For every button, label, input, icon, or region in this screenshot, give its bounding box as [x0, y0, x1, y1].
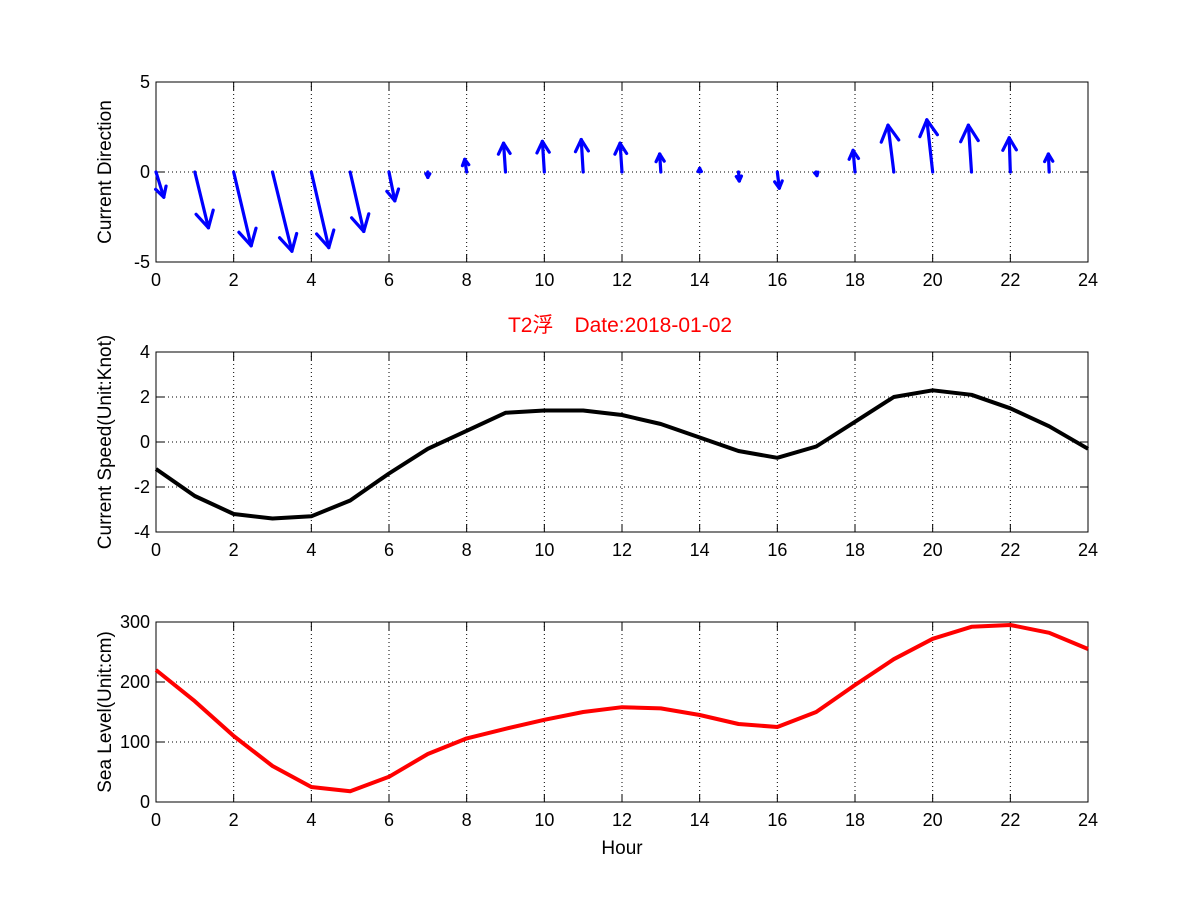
x-tick-label: 8: [462, 270, 472, 290]
x-tick-label: 0: [151, 810, 161, 830]
x-tick-label: 10: [534, 270, 554, 290]
quiver-arrow: [309, 170, 336, 250]
quiver-arrow: [613, 141, 629, 174]
x-tick-label: 6: [384, 270, 394, 290]
x-tick-label: 12: [612, 810, 632, 830]
quiver-arrow: [813, 170, 820, 178]
y-tick-label: 200: [120, 672, 150, 692]
x-tick-label: 18: [845, 540, 865, 560]
x-tick-label: 20: [923, 540, 943, 560]
x-tick-label: 6: [384, 540, 394, 560]
y-tick-label: 0: [140, 432, 150, 452]
y-tick-label: 4: [140, 342, 150, 362]
x-tick-label: 4: [306, 810, 316, 830]
quiver-arrow: [1001, 136, 1018, 174]
x-tick-label: 22: [1000, 270, 1020, 290]
x-tick-label: 20: [923, 270, 943, 290]
x-tick-label: 18: [845, 270, 865, 290]
quiver-arrow: [496, 141, 512, 174]
quiver-arrow: [654, 152, 666, 174]
quiver-arrow: [348, 170, 371, 233]
sea-level-y-axis-label: Sea Level(Unit:cm): [95, 631, 116, 793]
x-tick-label: 24: [1078, 810, 1098, 830]
y-tick-label: -5: [134, 252, 150, 272]
x-tick-label: 18: [845, 810, 865, 830]
quiver-arrow: [232, 170, 258, 248]
quiver-arrow: [535, 139, 551, 174]
x-tick-label: 2: [229, 540, 239, 560]
quiver-arrow: [734, 170, 744, 183]
y-tick-label: 300: [120, 612, 150, 632]
quiver-arrow: [270, 170, 299, 253]
x-tick-label: 2: [229, 810, 239, 830]
x-tick-label: 10: [534, 810, 554, 830]
x-tick-label: 24: [1078, 540, 1098, 560]
y-tick-label: -4: [134, 522, 150, 542]
quiver-arrow: [193, 170, 215, 230]
quiver-arrow: [918, 118, 939, 174]
quiver-arrows: [154, 118, 1055, 253]
y-tick-label: 0: [140, 792, 150, 812]
x-tick-label: 0: [151, 270, 161, 290]
y-tick-label: 2: [140, 387, 150, 407]
x-tick-label: 2: [229, 270, 239, 290]
quiver-arrow: [385, 170, 401, 203]
speed-grid: [156, 352, 1088, 532]
x-tick-label: 12: [612, 540, 632, 560]
speed-series-line: [154, 388, 1090, 521]
y-tick-label: 0: [140, 162, 150, 182]
sea-level-grid: [156, 622, 1088, 802]
x-tick-label: 4: [306, 540, 316, 560]
direction-ticks: 0 2 4 6 8 10 12 14 16 18 20 22 24-505: [134, 72, 1098, 290]
quiver-arrow: [847, 148, 861, 174]
quiver-arrow: [573, 138, 590, 174]
x-tick-label: 10: [534, 540, 554, 560]
x-tick-label: 16: [767, 270, 787, 290]
x-tick-label: 4: [306, 270, 316, 290]
quiver-arrow: [154, 170, 168, 199]
x-tick-label: 16: [767, 540, 787, 560]
quiver-arrow: [696, 166, 703, 174]
direction-y-axis-label: Current Direction: [95, 100, 116, 244]
y-tick-label: 100: [120, 732, 150, 752]
x-tick-label: 14: [690, 810, 710, 830]
chart-title: T2浮 Date:2018-01-02: [508, 314, 732, 337]
x-tick-label: 24: [1078, 270, 1098, 290]
quiver-arrow: [773, 170, 784, 190]
quiver-arrow: [424, 170, 432, 179]
x-tick-label: 6: [384, 810, 394, 830]
sea-level-series-line: [154, 623, 1089, 794]
quiver-arrow: [959, 123, 980, 174]
x-tick-label: 14: [690, 270, 710, 290]
x-tick-label: 12: [612, 270, 632, 290]
x-tick-label: 8: [462, 540, 472, 560]
y-tick-label: -2: [134, 477, 150, 497]
x-tick-label: 20: [923, 810, 943, 830]
sea-level-x-axis-label: Hour: [601, 838, 643, 859]
quiver-arrow: [879, 123, 901, 174]
x-tick-label: 14: [690, 540, 710, 560]
y-tick-label: 5: [140, 72, 150, 92]
quiver-arrow: [460, 157, 471, 174]
x-tick-label: 8: [462, 810, 472, 830]
x-tick-label: 22: [1000, 540, 1020, 560]
x-tick-label: 22: [1000, 810, 1020, 830]
quiver-arrow: [1043, 152, 1055, 174]
x-tick-label: 0: [151, 540, 161, 560]
speed-y-axis-label: Current Speed(Unit:Knot): [95, 335, 116, 549]
x-tick-label: 16: [767, 810, 787, 830]
